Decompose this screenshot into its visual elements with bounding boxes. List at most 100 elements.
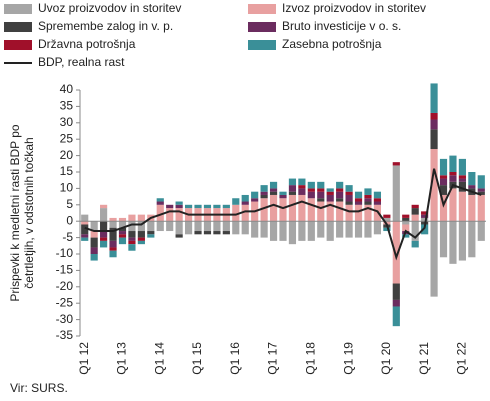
bar-segment [213,204,221,209]
bar-segment [411,240,419,248]
bar-segment [354,221,363,238]
bar-segment [317,181,325,189]
bar-segment [449,188,457,222]
bar-segment [298,221,306,241]
legend-label: Izvoz proizvodov in storitev [282,1,426,15]
bar-segment [392,165,400,222]
bar-segment [100,237,108,241]
bar-segment [430,149,438,222]
bar-segment [288,178,297,186]
bar-segment [345,201,353,205]
bar-segment [439,221,448,258]
bar-segment [279,198,287,222]
bar-segment [118,231,127,235]
bar-segment [402,217,410,222]
bar-segment [137,237,145,241]
legend-swatch [248,40,276,50]
bar-segment [421,211,429,215]
bar-segment [402,214,410,218]
bar-segment [430,83,438,113]
bar-segment [128,221,136,232]
bar-segment [156,221,164,232]
bar-segment [468,185,476,189]
bar-segment [326,201,334,222]
legend-label: Bruto investicije v o. s. [282,19,401,33]
bar-segment [279,221,287,241]
bar-segment [260,221,268,238]
bar-segment [128,214,136,222]
bar-segment [345,221,353,238]
bar-segment [118,217,127,222]
bar-segment [251,198,259,202]
bar-segment [118,234,127,238]
y-tick-label: 25 [60,131,74,145]
bar-segment [317,201,325,222]
bar-segment [458,175,466,179]
bar-segment [251,221,259,238]
legend-swatch [248,4,276,14]
bar-segment [364,198,372,202]
bar-segment [269,191,278,195]
bar-segment [430,221,438,297]
bar-segment [392,162,400,166]
y-tick-label: -10 [56,246,74,260]
bar-segment [458,158,466,176]
bar-segment [439,178,448,186]
bar-segment [411,204,419,209]
bar-segment [477,194,485,222]
bar-segment [364,201,372,205]
bar-segment [156,201,164,205]
bar-segment [373,191,382,199]
bar-segment [156,198,164,202]
bar-segment [449,155,457,172]
bar-segment [147,231,155,235]
bar-segment [336,191,344,199]
bar-segment [364,221,372,238]
bar-segment [81,221,89,225]
bar-segment [402,224,410,232]
bar-segment [421,214,429,218]
bar-segment [383,227,391,232]
bar-segment [439,158,448,176]
bar-segment [354,198,363,202]
bar-segment [269,188,278,192]
bar-segment [279,194,287,199]
bar-segment [194,221,202,232]
bar-segment [222,231,230,235]
bar-segment [458,221,466,261]
y-tick-label: -15 [56,263,74,277]
bar-segment [307,188,315,192]
bar-segment [317,198,325,202]
bar-segment [184,221,193,235]
bar-segment [109,217,117,222]
legend-label: Zasebna potrošnja [282,37,382,51]
bar-segment [81,234,89,238]
bar-segment [222,221,230,232]
x-tick-label: Q1 13 [115,342,129,375]
bar-segment [364,188,372,195]
bar-segment [203,231,212,235]
bar-segment [430,119,438,130]
bar-segment [90,254,98,261]
bar-segment [288,185,297,192]
bar-segment [364,204,372,222]
bar-segment [269,194,278,222]
bar-segment [213,221,221,232]
bar-segment [392,283,400,300]
x-tick-label: Q1 14 [152,342,166,375]
bar-segment [307,191,315,199]
bar-segment [166,221,174,232]
bar-segment [137,240,145,245]
x-tick-label: Q1 21 [417,342,431,375]
y-tick-label: -5 [62,230,73,244]
bar-segment [307,181,315,189]
bar-segment [458,191,466,222]
bar-segment [468,221,476,258]
bar-segment [100,231,108,238]
legend-label: Uvoz proizvodov in storitev [38,1,181,15]
bar-segment [260,185,268,192]
bar-segment [222,204,230,209]
legend-swatch [4,40,32,50]
bar-segment [118,227,127,232]
bar-segment [307,221,315,241]
